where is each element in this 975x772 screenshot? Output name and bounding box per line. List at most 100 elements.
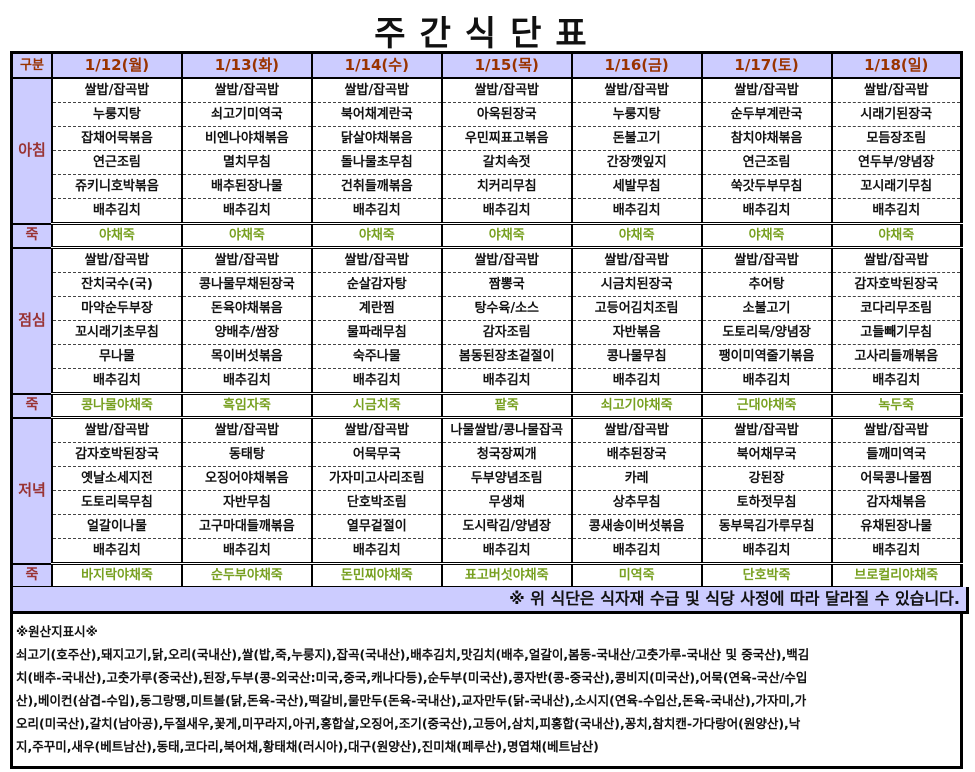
- menu-item: 고구마대들깨볶음: [180, 514, 312, 539]
- porridge-item: 야채죽: [51, 223, 182, 249]
- menu-item: 누룽지탕: [570, 102, 702, 127]
- origin-line: 오리(미국산),갈치(남아공),두절새우,꽃게,미꾸라지,아귀,홍합살,오징어,…: [16, 716, 801, 731]
- menu-item: 어묵콩나물찜: [830, 466, 962, 491]
- meal-label: 아침: [11, 78, 52, 225]
- menu-item: 배추김치: [310, 538, 442, 565]
- menu-item: 참치야채볶음: [700, 126, 832, 151]
- menu-item: 목이버섯볶음: [180, 344, 312, 369]
- porridge-item: 야채죽: [440, 223, 572, 249]
- menu-item: 도토리묵무침: [51, 490, 182, 515]
- menu-row: 얼갈이나물 고구마대들깨볶음 열무겉절이 도시락김/양념장 콩새송이버섯볶음 동부묵김가루…: [12, 514, 962, 539]
- porridge-item: 순두부야채죽: [180, 563, 312, 589]
- menu-item: 연근조림: [700, 150, 832, 175]
- menu-item: 쌀밥/잡곡밥: [51, 247, 182, 273]
- menu-row: 배추김치 배추김치 배추김치 배추김치 배추김치 배추김치 배추김치: [12, 198, 962, 225]
- menu-item: 쌀밥/잡곡밥: [440, 78, 572, 103]
- menu-item: 옛날소세지전: [51, 466, 182, 491]
- porridge-item: 돈민찌야채죽: [310, 563, 442, 589]
- menu-item: 감자조림: [440, 320, 572, 345]
- porridge-label: 죽: [11, 393, 52, 419]
- menu-item: 쑥갓두부무침: [700, 174, 832, 199]
- menu-row: 무나물 목이버섯볶음 숙주나물 봄동된장초겉절이 콩나물무침 팽이미역줄기볶음 고사리들깨볶…: [12, 344, 962, 369]
- menu-item: 간장깻잎지: [570, 150, 702, 175]
- header-day: 1/17(토): [700, 52, 832, 79]
- menu-item: 배추김치: [570, 198, 702, 225]
- menu-item: 봄동된장초겉절이: [440, 344, 572, 369]
- menu-item: 세발무침: [570, 174, 702, 199]
- menu-item: 배추김치: [310, 198, 442, 225]
- menu-row: 점심 쌀밥/잡곡밥 쌀밥/잡곡밥 쌀밥/잡곡밥 쌀밥/잡곡밥 쌀밥/잡곡밥 쌀밥/잡곡밥 쌀밥…: [11, 247, 962, 395]
- porridge-item: 야채죽: [180, 223, 312, 249]
- menu-item: 유채된장나물: [830, 514, 962, 539]
- menu-item: 쌀밥/잡곡밥: [310, 78, 442, 103]
- menu-item: 물파래무침: [310, 320, 442, 345]
- menu-item: 쌀밥/잡곡밥: [310, 247, 442, 273]
- menu-item: 동부묵김가루무침: [700, 514, 832, 539]
- menu-item: 갈치속젓: [440, 150, 572, 175]
- menu-item: 순살감자탕: [310, 272, 442, 297]
- menu-item: 쌀밥/잡곡밥: [570, 78, 702, 103]
- menu-item: 짬뽕국: [440, 272, 572, 297]
- menu-item: 잡채어묵볶음: [51, 126, 182, 151]
- menu-item: 배추김치: [51, 538, 182, 565]
- menu-item: 숙주나물: [310, 344, 442, 369]
- menu-item: 쌀밥/잡곡밥: [440, 247, 572, 273]
- menu-item: 멸치무침: [180, 150, 312, 175]
- menu-item: 쌀밥/잡곡밥: [830, 417, 962, 443]
- menu-item: 쌀밥/잡곡밥: [700, 417, 832, 443]
- menu-row: 연근조림 멸치무침 돌나물초무침 갈치속젓 간장깻잎지 연근조림 연두부/양념장: [12, 150, 962, 175]
- header-day: 1/15(목): [440, 52, 572, 79]
- menu-item: 연두부/양념장: [830, 150, 962, 175]
- menu-item: 배추김치: [830, 538, 962, 565]
- menu-item: 배추된장나물: [180, 174, 312, 199]
- menu-item: 계란찜: [310, 296, 442, 321]
- porridge-label: 죽: [11, 563, 52, 589]
- menu-item: 자반볶음: [570, 320, 702, 345]
- menu-item: 모듬장조림: [830, 126, 962, 151]
- header-day: 1/14(수): [310, 52, 442, 79]
- menu-item: 마약순두부장: [51, 296, 182, 321]
- menu-row: 아침 쌀밥/잡곡밥 쌀밥/잡곡밥 쌀밥/잡곡밥 쌀밥/잡곡밥 쌀밥/잡곡밥 쌀밥/잡곡밥 쌀밥…: [11, 78, 962, 225]
- menu-item: 쌀밥/잡곡밥: [180, 247, 312, 273]
- header-day: 1/16(금): [570, 52, 702, 79]
- porridge-item: 근대야채죽: [700, 393, 832, 419]
- menu-item: 고등어김치조림: [570, 296, 702, 321]
- porridge-item: 시금치죽: [310, 393, 442, 419]
- menu-item: 배추김치: [700, 368, 832, 395]
- menu-item: 콩새송이버섯볶음: [570, 514, 702, 539]
- menu-item: 코다리무조림: [830, 296, 962, 321]
- header-day: 1/18(일): [830, 52, 962, 79]
- menu-item: 쌀밥/잡곡밥: [830, 78, 962, 103]
- porridge-item: 바지락야채죽: [51, 563, 182, 589]
- menu-item: 북어채무국: [700, 442, 832, 467]
- menu-item: 고들빼기무침: [830, 320, 962, 345]
- menu-item: 감자호박된장국: [51, 442, 182, 467]
- menu-item: 잔치국수(국): [51, 272, 182, 297]
- menu-item: 도토리묵/양념장: [700, 320, 832, 345]
- origin-heading: ※원산지표시※: [16, 624, 98, 639]
- meal-label: 점심: [11, 247, 52, 395]
- menu-item: 감자호박된장국: [830, 272, 962, 297]
- menu-row: 배추김치 배추김치 배추김치 배추김치 배추김치 배추김치 배추김치: [12, 538, 962, 565]
- menu-item: 연근조림: [51, 150, 182, 175]
- menu-item: 배추김치: [440, 198, 572, 225]
- menu-item: 배추김치: [51, 368, 182, 395]
- menu-item: 청국장찌개: [440, 442, 572, 467]
- porridge-item: 쇠고기야채죽: [570, 393, 702, 419]
- menu-item: 들깨미역국: [830, 442, 962, 467]
- menu-row: 꼬시래기초무침 양배추/쌈장 물파래무침 감자조림 자반볶음 도토리묵/양념장 고들빼기무침: [12, 320, 962, 345]
- menu-item: 배추김치: [700, 198, 832, 225]
- meal-label: 저녁: [11, 417, 52, 565]
- menu-item: 상추무침: [570, 490, 702, 515]
- menu-item: 쇠고기미역국: [180, 102, 312, 127]
- menu-item: 오징어야채볶음: [180, 466, 312, 491]
- menu-item: 가자미고사리조림: [310, 466, 442, 491]
- menu-item: 닭살야채볶음: [310, 126, 442, 151]
- menu-row: 누룽지탕 쇠고기미역국 북어채계란국 아욱된장국 누룽지탕 순두부계란국 시래기된장국: [12, 102, 962, 127]
- header-row: 구분 1/12(월) 1/13(화) 1/14(수) 1/15(목) 1/16(금) 1/…: [11, 52, 962, 79]
- porridge-row: 죽 야채죽 야채죽 야채죽 야채죽 야채죽 야채죽 야채죽: [11, 223, 962, 249]
- menu-item: 소불고기: [700, 296, 832, 321]
- menu-item: 돈육야채볶음: [180, 296, 312, 321]
- menu-item: 어묵무국: [310, 442, 442, 467]
- menu-item: 쌀밥/잡곡밥: [180, 417, 312, 443]
